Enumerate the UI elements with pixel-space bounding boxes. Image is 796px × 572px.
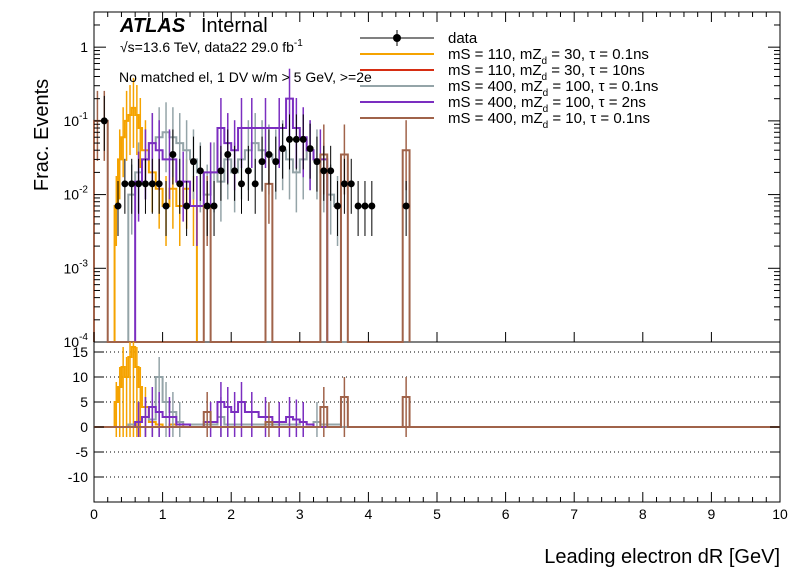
- x-tick-label-0: 0: [90, 506, 98, 522]
- data-point-25: [279, 145, 287, 153]
- data-point-32: [327, 167, 335, 175]
- data-point-18: [231, 167, 239, 175]
- legend-label-1: mS = 110, mZd = 30, τ = 0.1ns: [448, 46, 649, 67]
- data-point-34: [340, 180, 348, 188]
- data-point-10: [176, 180, 184, 188]
- ratio-panel-frame: [93, 341, 781, 503]
- data-point-20: [244, 167, 252, 175]
- data-point-19: [237, 180, 245, 188]
- y-tick-label-0: 10-4: [64, 332, 89, 350]
- data-point-2: [121, 180, 129, 188]
- data-point-35: [347, 180, 355, 188]
- data-point-21: [251, 180, 259, 188]
- series-2-histogram: [134, 97, 329, 342]
- data-points-layer: [100, 95, 410, 237]
- data-point-33: [334, 202, 342, 210]
- data-point-14: [203, 202, 211, 210]
- data-point-36: [354, 202, 362, 210]
- x-tick-label-1: 1: [159, 506, 167, 522]
- data-point-15: [210, 202, 218, 210]
- data-point-9: [169, 150, 177, 158]
- x-tick-label-6: 6: [502, 506, 510, 522]
- legend-label-4: mS = 400, mZd = 100, τ = 2ns: [448, 94, 646, 115]
- data-point-24: [272, 158, 280, 166]
- data-point-1: [114, 202, 122, 210]
- y-tick-label-4: 1: [80, 39, 88, 55]
- x-tick-label-5: 5: [433, 506, 441, 522]
- data-point-31: [320, 167, 328, 175]
- x-axis-title: Leading electron dR [GeV]: [544, 546, 780, 568]
- data-point-22: [258, 158, 266, 166]
- x-tick-label-10: 10: [772, 506, 788, 522]
- legend-label-2: mS = 110, mZd = 30, τ = 10ns: [448, 62, 645, 83]
- x-tick-label-3: 3: [296, 506, 304, 522]
- data-point-30: [313, 158, 321, 166]
- y-tick-label-1: 10-3: [64, 258, 89, 276]
- ratio-series-layer: [94, 342, 411, 437]
- data-point-39: [402, 202, 410, 210]
- ratio-y-tick-label-1: -5: [76, 444, 89, 460]
- x-tick-label-4: 4: [365, 506, 373, 522]
- data-point-12: [189, 158, 197, 166]
- data-point-6: [148, 180, 156, 188]
- data-point-7: [155, 180, 163, 188]
- ratio-y-tick-label-4: 10: [72, 369, 88, 385]
- data-point-38: [368, 202, 376, 210]
- data-point-28: [299, 135, 307, 143]
- selection-label: No matched el, 1 DV w/m > 5 GeV, >=2e: [119, 69, 372, 85]
- y-axis-title: Frac. Events: [31, 79, 53, 191]
- y-tick-label-2: 10-2: [64, 185, 89, 203]
- x-tick-label-9: 9: [708, 506, 716, 522]
- series-3-ratio: [94, 396, 411, 428]
- legend-label-3: mS = 400, mZd = 100, τ = 0.1ns: [448, 78, 658, 99]
- data-point-11: [183, 202, 191, 210]
- axes-layer: 0 1 2 3 4 5 6 7 8 9 10 10-4 10-3 10-2 10-1 1 -10 -5 0 5 10 15: [64, 11, 788, 522]
- data-point-13: [196, 167, 204, 175]
- data-point-8: [162, 202, 170, 210]
- data-point-26: [286, 135, 294, 143]
- legend-label-0: data: [448, 30, 478, 47]
- data-point-23: [265, 150, 273, 158]
- data-point-3: [128, 180, 136, 188]
- x-tick-label-8: 8: [639, 506, 647, 522]
- data-point-4: [135, 180, 143, 188]
- y-tick-label-3: 10-1: [64, 111, 89, 129]
- data-point-16: [217, 167, 225, 175]
- energy-lumi-label: √s=13.6 TeV, data22 29.0 fb-1: [120, 38, 303, 55]
- ratio-y-tick-label-3: 5: [80, 394, 88, 410]
- ratio-gridlines: [94, 351, 780, 478]
- internal-label: Internal: [201, 15, 268, 37]
- legend-label-5: mS = 400, mZd = 10, τ = 0.1ns: [448, 110, 650, 131]
- data-point-29: [306, 145, 314, 153]
- data-point-27: [292, 135, 300, 143]
- ratio-y-tick-label-2: 0: [80, 419, 88, 435]
- series-2-ratio: [134, 401, 328, 428]
- x-tick-label-7: 7: [570, 506, 578, 522]
- data-point-17: [224, 150, 232, 158]
- ratio-y-tick-label-5: 15: [72, 344, 88, 360]
- x-tick-label-2: 2: [227, 506, 235, 522]
- ratio-y-tick-label-0: -10: [68, 469, 88, 485]
- data-point-5: [141, 180, 149, 188]
- data-point-37: [361, 202, 369, 210]
- series-3-histogram: [93, 119, 411, 343]
- atlas-label: ATLAS: [119, 15, 186, 37]
